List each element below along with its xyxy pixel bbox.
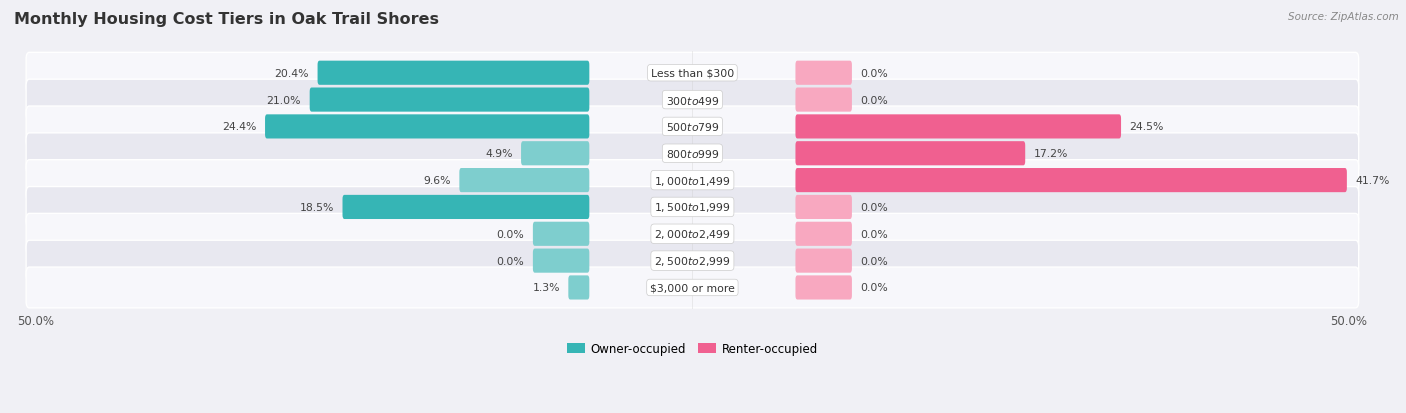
Text: Monthly Housing Cost Tiers in Oak Trail Shores: Monthly Housing Cost Tiers in Oak Trail … — [14, 12, 439, 27]
FancyBboxPatch shape — [796, 169, 1347, 193]
FancyBboxPatch shape — [796, 195, 852, 219]
Text: 24.5%: 24.5% — [1129, 122, 1164, 132]
Text: 0.0%: 0.0% — [860, 95, 889, 105]
Text: 18.5%: 18.5% — [299, 202, 335, 212]
Text: Source: ZipAtlas.com: Source: ZipAtlas.com — [1288, 12, 1399, 22]
FancyBboxPatch shape — [27, 187, 1358, 228]
Text: 17.2%: 17.2% — [1033, 149, 1069, 159]
FancyBboxPatch shape — [309, 88, 589, 112]
Legend: Owner-occupied, Renter-occupied: Owner-occupied, Renter-occupied — [562, 337, 823, 360]
Text: 0.0%: 0.0% — [496, 256, 524, 266]
FancyBboxPatch shape — [266, 115, 589, 139]
Text: 0.0%: 0.0% — [860, 256, 889, 266]
FancyBboxPatch shape — [27, 53, 1358, 94]
Text: $3,000 or more: $3,000 or more — [650, 283, 735, 293]
Text: $500 to $799: $500 to $799 — [665, 121, 720, 133]
Text: 1.3%: 1.3% — [533, 283, 560, 293]
FancyBboxPatch shape — [27, 267, 1358, 308]
Text: Less than $300: Less than $300 — [651, 69, 734, 78]
FancyBboxPatch shape — [533, 249, 589, 273]
Text: 9.6%: 9.6% — [423, 176, 451, 186]
FancyBboxPatch shape — [27, 107, 1358, 147]
FancyBboxPatch shape — [796, 115, 1121, 139]
FancyBboxPatch shape — [27, 133, 1358, 174]
Text: 4.9%: 4.9% — [485, 149, 513, 159]
Text: $1,000 to $1,499: $1,000 to $1,499 — [654, 174, 731, 187]
FancyBboxPatch shape — [796, 88, 852, 112]
FancyBboxPatch shape — [318, 62, 589, 85]
FancyBboxPatch shape — [796, 62, 852, 85]
Text: 20.4%: 20.4% — [274, 69, 309, 78]
FancyBboxPatch shape — [796, 222, 852, 246]
Text: $800 to $999: $800 to $999 — [665, 148, 720, 160]
Text: $300 to $499: $300 to $499 — [665, 94, 720, 106]
FancyBboxPatch shape — [27, 241, 1358, 281]
Text: 0.0%: 0.0% — [860, 202, 889, 212]
Text: $1,500 to $1,999: $1,500 to $1,999 — [654, 201, 731, 214]
FancyBboxPatch shape — [796, 249, 852, 273]
FancyBboxPatch shape — [460, 169, 589, 193]
Text: 21.0%: 21.0% — [267, 95, 301, 105]
Text: 41.7%: 41.7% — [1355, 176, 1389, 186]
FancyBboxPatch shape — [27, 214, 1358, 254]
Text: 0.0%: 0.0% — [860, 69, 889, 78]
Text: $2,000 to $2,499: $2,000 to $2,499 — [654, 228, 731, 241]
Text: 0.0%: 0.0% — [496, 229, 524, 239]
FancyBboxPatch shape — [796, 142, 1025, 166]
FancyBboxPatch shape — [522, 142, 589, 166]
Text: 0.0%: 0.0% — [860, 229, 889, 239]
FancyBboxPatch shape — [533, 222, 589, 246]
FancyBboxPatch shape — [796, 276, 852, 300]
FancyBboxPatch shape — [568, 276, 589, 300]
Text: 0.0%: 0.0% — [860, 283, 889, 293]
FancyBboxPatch shape — [343, 195, 589, 219]
FancyBboxPatch shape — [27, 160, 1358, 201]
Text: 24.4%: 24.4% — [222, 122, 256, 132]
FancyBboxPatch shape — [27, 80, 1358, 121]
Text: $2,500 to $2,999: $2,500 to $2,999 — [654, 254, 731, 268]
